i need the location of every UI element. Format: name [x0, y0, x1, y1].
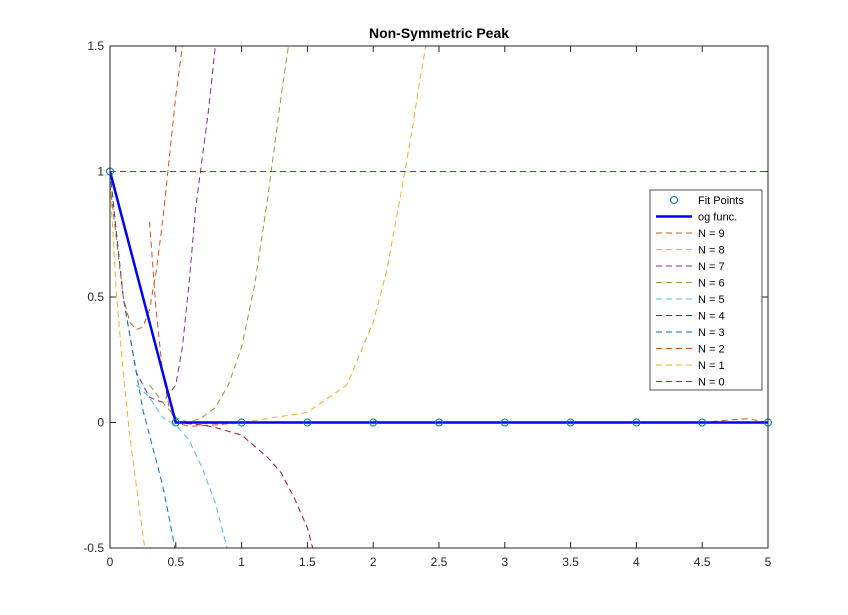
- legend-label: N = 3: [698, 327, 725, 339]
- series-line-n=4: [175, 422, 314, 548]
- fit-point: [369, 418, 378, 427]
- series-line-n=1: [110, 181, 146, 548]
- series-line-n=3: [110, 171, 176, 548]
- x-tick-label: 2: [370, 555, 377, 569]
- legend-label: N = 1: [698, 360, 725, 372]
- legend-label: N = 2: [698, 344, 725, 356]
- x-tick-label: 1: [238, 555, 245, 569]
- legend-label: N = 8: [698, 245, 725, 257]
- legend-label: N = 4: [698, 311, 725, 323]
- fit-point: [237, 418, 246, 427]
- series-layer: [110, 46, 768, 548]
- fit-point: [435, 418, 443, 427]
- y-tick-label: 0.5: [87, 290, 104, 304]
- fit-point: [303, 418, 312, 427]
- x-tick-label: 0.5: [167, 555, 184, 569]
- y-tick-label: 1: [97, 165, 104, 179]
- legend-label: og func.: [698, 212, 737, 224]
- legend-label: N = 5: [698, 294, 725, 306]
- series-line-n=5: [135, 384, 228, 548]
- fit-point: [171, 418, 180, 427]
- series-line-n=6: [149, 46, 289, 424]
- legend-label: N = 7: [698, 261, 725, 273]
- y-tick-label: 1.5: [87, 39, 104, 53]
- fit-point: [566, 418, 575, 427]
- x-tick-label: 4.5: [694, 555, 711, 569]
- legend: Fit Points og func. N = 9 N = 8 N = 7 N = 6 N …: [649, 189, 763, 391]
- x-tick-label: 1.5: [299, 555, 316, 569]
- x-tick-label: 3.5: [562, 555, 579, 569]
- legend-label: N = 0: [698, 377, 725, 389]
- x-tick-label: 0: [107, 555, 114, 569]
- legend-label: N = 9: [698, 228, 725, 240]
- x-tick-label: 5: [765, 555, 772, 569]
- axis-ticks: 0 0.5 1 1.5 2 2.5 3 3.5 4 4.5 5-0.500.511.5: [83, 39, 771, 569]
- fit-point: [500, 418, 509, 427]
- legend-marker-fit-points: [670, 196, 678, 204]
- y-tick-label: 0: [97, 416, 104, 430]
- fit-point: [698, 418, 707, 427]
- x-tick-label: 2.5: [431, 555, 448, 569]
- plot-frame: [109, 45, 769, 549]
- x-tick-label: 3: [501, 555, 508, 569]
- fit-point: [632, 418, 641, 427]
- og-func-line: [110, 171, 768, 424]
- legend-box: [649, 189, 763, 391]
- x-tick-label: 4: [633, 555, 640, 569]
- legend-label: Fit Points: [698, 195, 744, 207]
- chart-title: Non-Symmetric Peak: [369, 25, 509, 41]
- series-line-n=2: [110, 46, 183, 331]
- y-tick-label: -0.5: [83, 541, 104, 555]
- legend-label: N = 6: [698, 278, 725, 290]
